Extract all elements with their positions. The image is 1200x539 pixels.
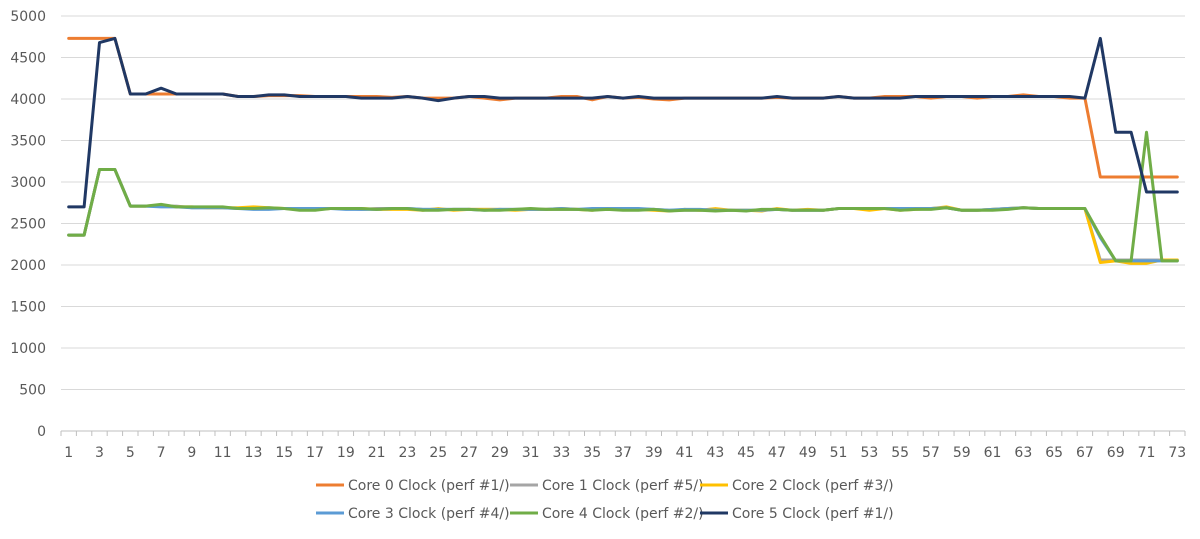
x-tick-label: 23 [399,445,417,461]
y-tick-label: 3500 [10,134,46,150]
x-tick-label: 71 [1138,445,1156,461]
y-tick-label: 3000 [10,175,46,191]
x-tick-label: 3 [95,445,104,461]
series-line-core-2 [67,168,1179,265]
y-axis: 0 500 1000 1500 2000 2500 3000 3500 4000 4500 5000 [10,9,46,440]
legend-item-core-1: Core 1 Clock (perf #5/) [510,478,704,494]
x-tick-label: 17 [306,445,324,461]
x-tick-label: 61 [984,445,1002,461]
x-tick-label: 41 [676,445,694,461]
x-tick-label: 45 [737,445,755,461]
series-line-core-0 [67,36,1179,179]
legend-label: Core 2 Clock (perf #3/) [732,478,894,494]
series-line-core-5 [67,36,1179,209]
legend-item-core-2: Core 2 Clock (perf #3/) [700,478,894,494]
series-line-core-1 [67,168,1179,262]
series-line-core-3 [67,168,1179,263]
x-tick-label: 55 [891,445,909,461]
x-tick-label: 37 [614,445,632,461]
x-tick-label: 67 [1076,445,1094,461]
x-tick-label: 43 [706,445,724,461]
y-tick-label: 5000 [10,9,46,25]
legend-item-core-0: Core 0 Clock (perf #1/) [316,478,510,494]
legend-item-core-4: Core 4 Clock (perf #2/) [510,506,704,522]
x-tick-label: 47 [768,445,786,461]
x-tick-label: 59 [953,445,971,461]
x-tick-label: 9 [187,445,196,461]
x-tick-label: 19 [337,445,355,461]
x-tick-label: 31 [522,445,540,461]
series-line-core-4 [67,130,1179,263]
y-tick-label: 500 [19,383,46,399]
x-tick-label: 65 [1045,445,1063,461]
x-tick-label: 53 [860,445,878,461]
x-tick-label: 29 [491,445,509,461]
x-tick-label: 69 [1107,445,1125,461]
y-tick-label: 2500 [10,217,46,233]
series-lines [67,36,1179,265]
x-tick-label: 73 [1168,445,1186,461]
x-tick-label: 27 [460,445,478,461]
x-tick-label: 7 [157,445,166,461]
x-tick-label: 21 [368,445,386,461]
x-tick-label: 25 [429,445,447,461]
x-axis: 1 3 5 7 9 11 13 15 17 19 21 23 25 27 29 31 33 35 37 39 41 43 4… [60,430,1186,461]
legend-label: Core 3 Clock (perf #4/) [348,506,510,522]
x-tick-label: 39 [645,445,663,461]
legend-label: Core 0 Clock (perf #1/) [348,478,510,494]
x-tick-label: 57 [922,445,940,461]
legend-label: Core 1 Clock (perf #5/) [542,478,704,494]
y-tick-label: 1000 [10,341,46,357]
y-tick-label: 1500 [10,300,46,316]
x-tick-label: 51 [830,445,848,461]
y-tick-label: 0 [37,424,46,440]
y-tick-label: 4000 [10,92,46,108]
x-tick-label: 49 [799,445,817,461]
legend-label: Core 5 Clock (perf #1/) [732,506,894,522]
legend-item-core-5: Core 5 Clock (perf #1/) [700,506,894,522]
x-tick-label: 33 [552,445,570,461]
x-tick-label: 63 [1014,445,1032,461]
x-tick-label: 11 [214,445,232,461]
y-tick-label: 4500 [10,51,46,67]
y-tick-label: 2000 [10,258,46,274]
x-tick-label: 5 [126,445,135,461]
legend-label: Core 4 Clock (perf #2/) [542,506,704,522]
x-tick-label: 13 [245,445,263,461]
x-tick-label: 15 [275,445,293,461]
legend: Core 0 Clock (perf #1/) Core 1 Clock (per… [316,478,894,522]
gridlines [61,15,1185,390]
x-tick-label: 35 [583,445,601,461]
x-tick-label: 1 [64,445,73,461]
legend-item-core-3: Core 3 Clock (perf #4/) [316,506,510,522]
